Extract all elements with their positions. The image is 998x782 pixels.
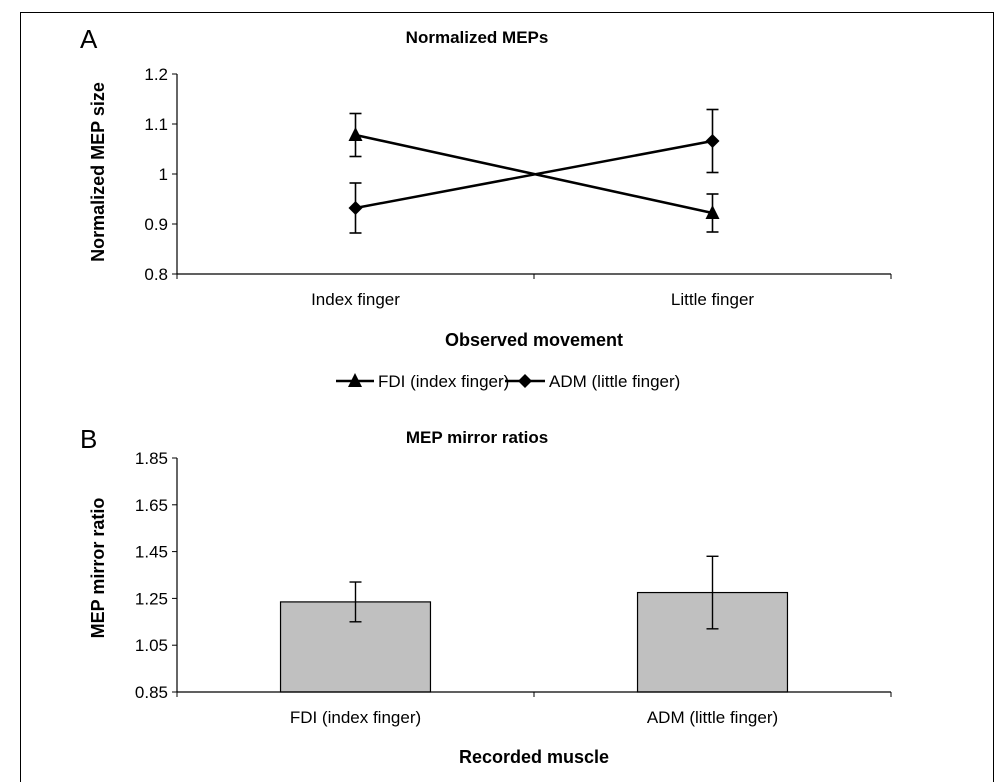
panel-a-series-line	[355, 139, 713, 210]
panel-b-axes: 0.85 1.05 1.25 1.45 1.65 1.85 FDI (index finge…	[135, 449, 892, 727]
legend-label: FDI (index finger)	[378, 372, 509, 391]
panel-a-x-tick-label: Index finger	[311, 290, 400, 309]
panel-b-y-axis-title: MEP mirror ratio	[88, 498, 108, 639]
panel-b-y-tick-label: 1.05	[135, 636, 168, 655]
panel-a-axes: 0.8 0.9 1 1.1 1.2 Index finger Little finger	[144, 65, 892, 309]
panel-a-x-tick-label: Little finger	[671, 290, 754, 309]
panel-a-data-point	[705, 134, 720, 148]
panel-a-letter: A	[80, 24, 98, 54]
panel-a-data-point	[348, 201, 363, 215]
panel-a-data-point	[348, 127, 363, 141]
panel-a-y-tick-label: 1	[159, 165, 168, 184]
panel-a-y-tick-label: 1.2	[144, 65, 168, 84]
panel-a-legend: FDI (index finger) ADM (little finger)	[336, 372, 680, 391]
panel-b-y-tick-label: 1.45	[135, 543, 168, 562]
panel-a-y-tick-label: 0.8	[144, 265, 168, 284]
panel-b-y-tick-label: 0.85	[135, 683, 168, 702]
panel-a-x-axis-title: Observed movement	[445, 330, 623, 350]
legend-marker	[518, 374, 532, 388]
panel-b-title: MEP mirror ratios	[406, 428, 548, 447]
panel-a-y-tick-label: 0.9	[144, 215, 168, 234]
panel-a-y-tick-label: 1.1	[144, 115, 168, 134]
panel-b-x-tick-label: FDI (index finger)	[290, 708, 421, 727]
legend-label: ADM (little finger)	[549, 372, 680, 391]
panel-b-y-tick-label: 1.85	[135, 449, 168, 468]
panel-b-x-axis-title: Recorded muscle	[459, 747, 609, 767]
panel-b-letter: B	[80, 424, 97, 454]
panel-b-y-tick-label: 1.65	[135, 496, 168, 515]
panel-a-data-point	[705, 205, 720, 219]
panel-a-y-axis-title: Normalized MEP size	[88, 82, 108, 262]
panel-b-y-tick-label: 1.25	[135, 589, 168, 608]
figure-frame	[20, 12, 994, 782]
panel-a-title: Normalized MEPs	[406, 28, 549, 47]
legend-marker	[348, 373, 362, 387]
panel-b-x-tick-label: ADM (little finger)	[647, 708, 778, 727]
